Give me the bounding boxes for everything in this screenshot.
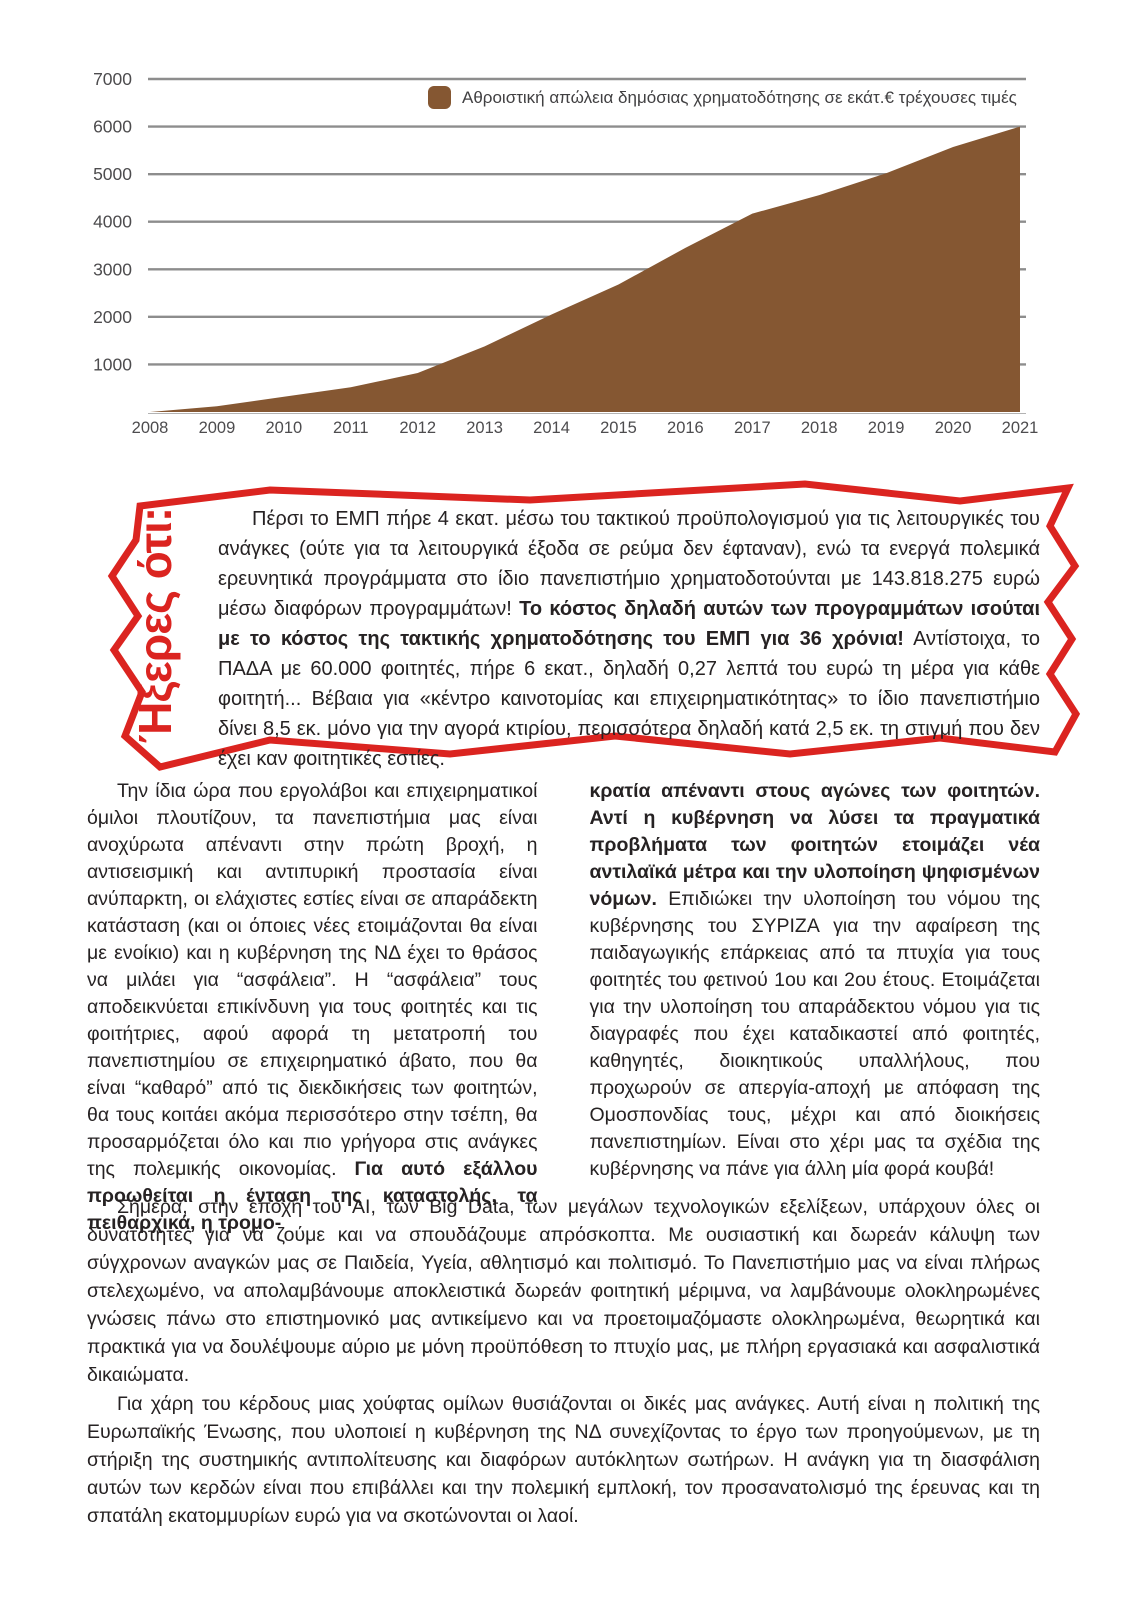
paragraph-ai-bigdata: Σήμερα, στην εποχή του AI, των Big Data,… [87,1196,1040,1386]
svg-text:2000: 2000 [93,307,132,327]
chart-legend: Αθροιστική απώλεια δημόσιας χρηματοδότησ… [428,86,1017,109]
right-column-regular: Επιδιώκει την υλοποίηση του νόμου της κυ… [589,888,1041,1180]
svg-text:2015: 2015 [600,419,637,437]
infobox-text-end: Αντίστοιχα, το ΠΑΔΑ με 60.000 φοιτητές, … [218,628,1040,770]
svg-text:2009: 2009 [199,419,236,437]
funding-area-chart: 1000 2000 3000 4000 5000 6000 7000 2008 2009 2010… [93,69,1039,437]
svg-text:5000: 5000 [93,164,132,184]
paragraph-profits: Για χάρη του κέρδους μιας χούφτας ομίλων… [87,1393,1040,1527]
svg-text:2012: 2012 [399,419,436,437]
svg-text:7000: 7000 [93,69,132,89]
svg-text:4000: 4000 [93,212,132,232]
svg-text:2019: 2019 [868,419,905,437]
svg-text:2014: 2014 [533,419,570,437]
did-you-know-box: Ήξερες ότι: Πέρσι το ΕΜΠ πήρε 4 εκατ. μέ… [100,474,1100,772]
svg-text:3000: 3000 [93,259,132,279]
infobox-text-bold: Το κόστος δηλαδή αυτών των προγραμμάτων … [218,598,1040,650]
svg-text:2010: 2010 [265,419,302,437]
left-column-regular: Την ίδια ώρα που εργολάβοι και επιχειρημ… [87,780,538,1180]
body-columns: Την ίδια ώρα που εργολάβοι και επιχειρημ… [87,778,1040,1237]
infobox-text-start: Πέρσι το ΕΜΠ πήρε 4 εκατ. μέσω του τακτι… [218,508,1040,620]
svg-text:2020: 2020 [935,419,972,437]
right-column: κρατία απέναντι στους αγώνες των φοιτητώ… [590,778,1041,1237]
svg-text:2021: 2021 [1002,419,1039,437]
left-column-paragraph: Την ίδια ώρα που εργολάβοι και επιχειρημ… [87,778,538,1237]
svg-text:2008: 2008 [132,419,169,437]
svg-text:2013: 2013 [466,419,503,437]
infobox-title: Ήξερες ότι: [129,507,181,744]
right-column-paragraph: κρατία απέναντι στους αγώνες των φοιτητώ… [590,778,1041,1183]
svg-text:2017: 2017 [734,419,771,437]
left-column: Την ίδια ώρα που εργολάβοι και επιχειρημ… [87,778,538,1237]
right-column-bold: κρατία απέναντι στους αγώνες των φοιτητώ… [589,780,1041,910]
hand-drawn-border [107,480,1081,771]
svg-text:6000: 6000 [93,117,132,137]
svg-text:1000: 1000 [93,354,132,374]
svg-text:2011: 2011 [333,419,368,437]
left-column-bold: Για αυτό εξάλλου προωθείται η ένταση της… [87,1158,538,1234]
svg-text:2016: 2016 [667,419,704,437]
svg-text:2018: 2018 [801,419,838,437]
infobox-text: Πέρσι το ΕΜΠ πήρε 4 εκατ. μέσω του τακτι… [218,504,1040,774]
legend-label: Αθροιστική απώλεια δημόσιας χρηματοδότησ… [462,87,1017,107]
legend-swatch-icon [428,86,451,109]
